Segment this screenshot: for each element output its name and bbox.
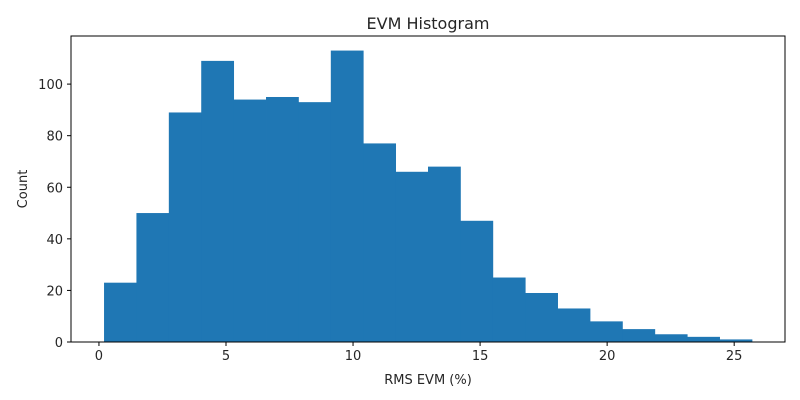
x-tick-label: 10: [345, 349, 362, 364]
x-tick-label: 20: [599, 349, 616, 364]
y-tick-label: 0: [55, 336, 63, 351]
x-tick-label: 15: [472, 349, 489, 364]
histogram-bar: [298, 102, 332, 343]
x-tick-label: 0: [95, 349, 103, 364]
y-tick-label: 80: [46, 130, 63, 145]
y-axis-ticks: 0 20 40 60 80 100: [38, 78, 71, 351]
histogram-bar: [525, 292, 558, 342]
chart-title: EVM Histogram: [367, 14, 490, 33]
histogram-bar: [589, 321, 623, 342]
x-axis-ticks: 0 5 10 15 20 25: [95, 342, 743, 364]
histogram-bar: [557, 308, 591, 342]
histogram-bar: [622, 329, 656, 342]
histogram-bar: [654, 334, 688, 342]
histogram-bar: [136, 213, 170, 342]
plot-frame: [70, 35, 786, 343]
histogram-bar: [460, 220, 494, 342]
histogram-bar: [363, 143, 397, 342]
x-axis-label: RMS EVM (%): [384, 373, 472, 388]
y-tick-label: 40: [46, 233, 63, 248]
histogram-bar: [201, 60, 235, 343]
histogram-bar: [104, 282, 137, 342]
x-tick-label: 5: [222, 349, 230, 364]
y-tick-label: 100: [38, 78, 63, 93]
x-tick-label: 25: [726, 349, 743, 364]
y-tick-label: 60: [46, 181, 63, 196]
histogram-bar: [428, 166, 461, 342]
histogram-bar: [719, 339, 753, 342]
histogram-bar: [266, 96, 299, 342]
histogram-bar: [492, 277, 526, 342]
histogram-bar: [395, 171, 429, 342]
y-tick-label: 20: [46, 284, 63, 299]
histogram-bar: [168, 112, 202, 342]
histogram-bar: [330, 50, 364, 342]
bars-group: [104, 50, 753, 343]
histogram-bar: [233, 99, 267, 342]
y-axis-label: Count: [16, 170, 31, 209]
histogram-bar: [687, 336, 720, 342]
